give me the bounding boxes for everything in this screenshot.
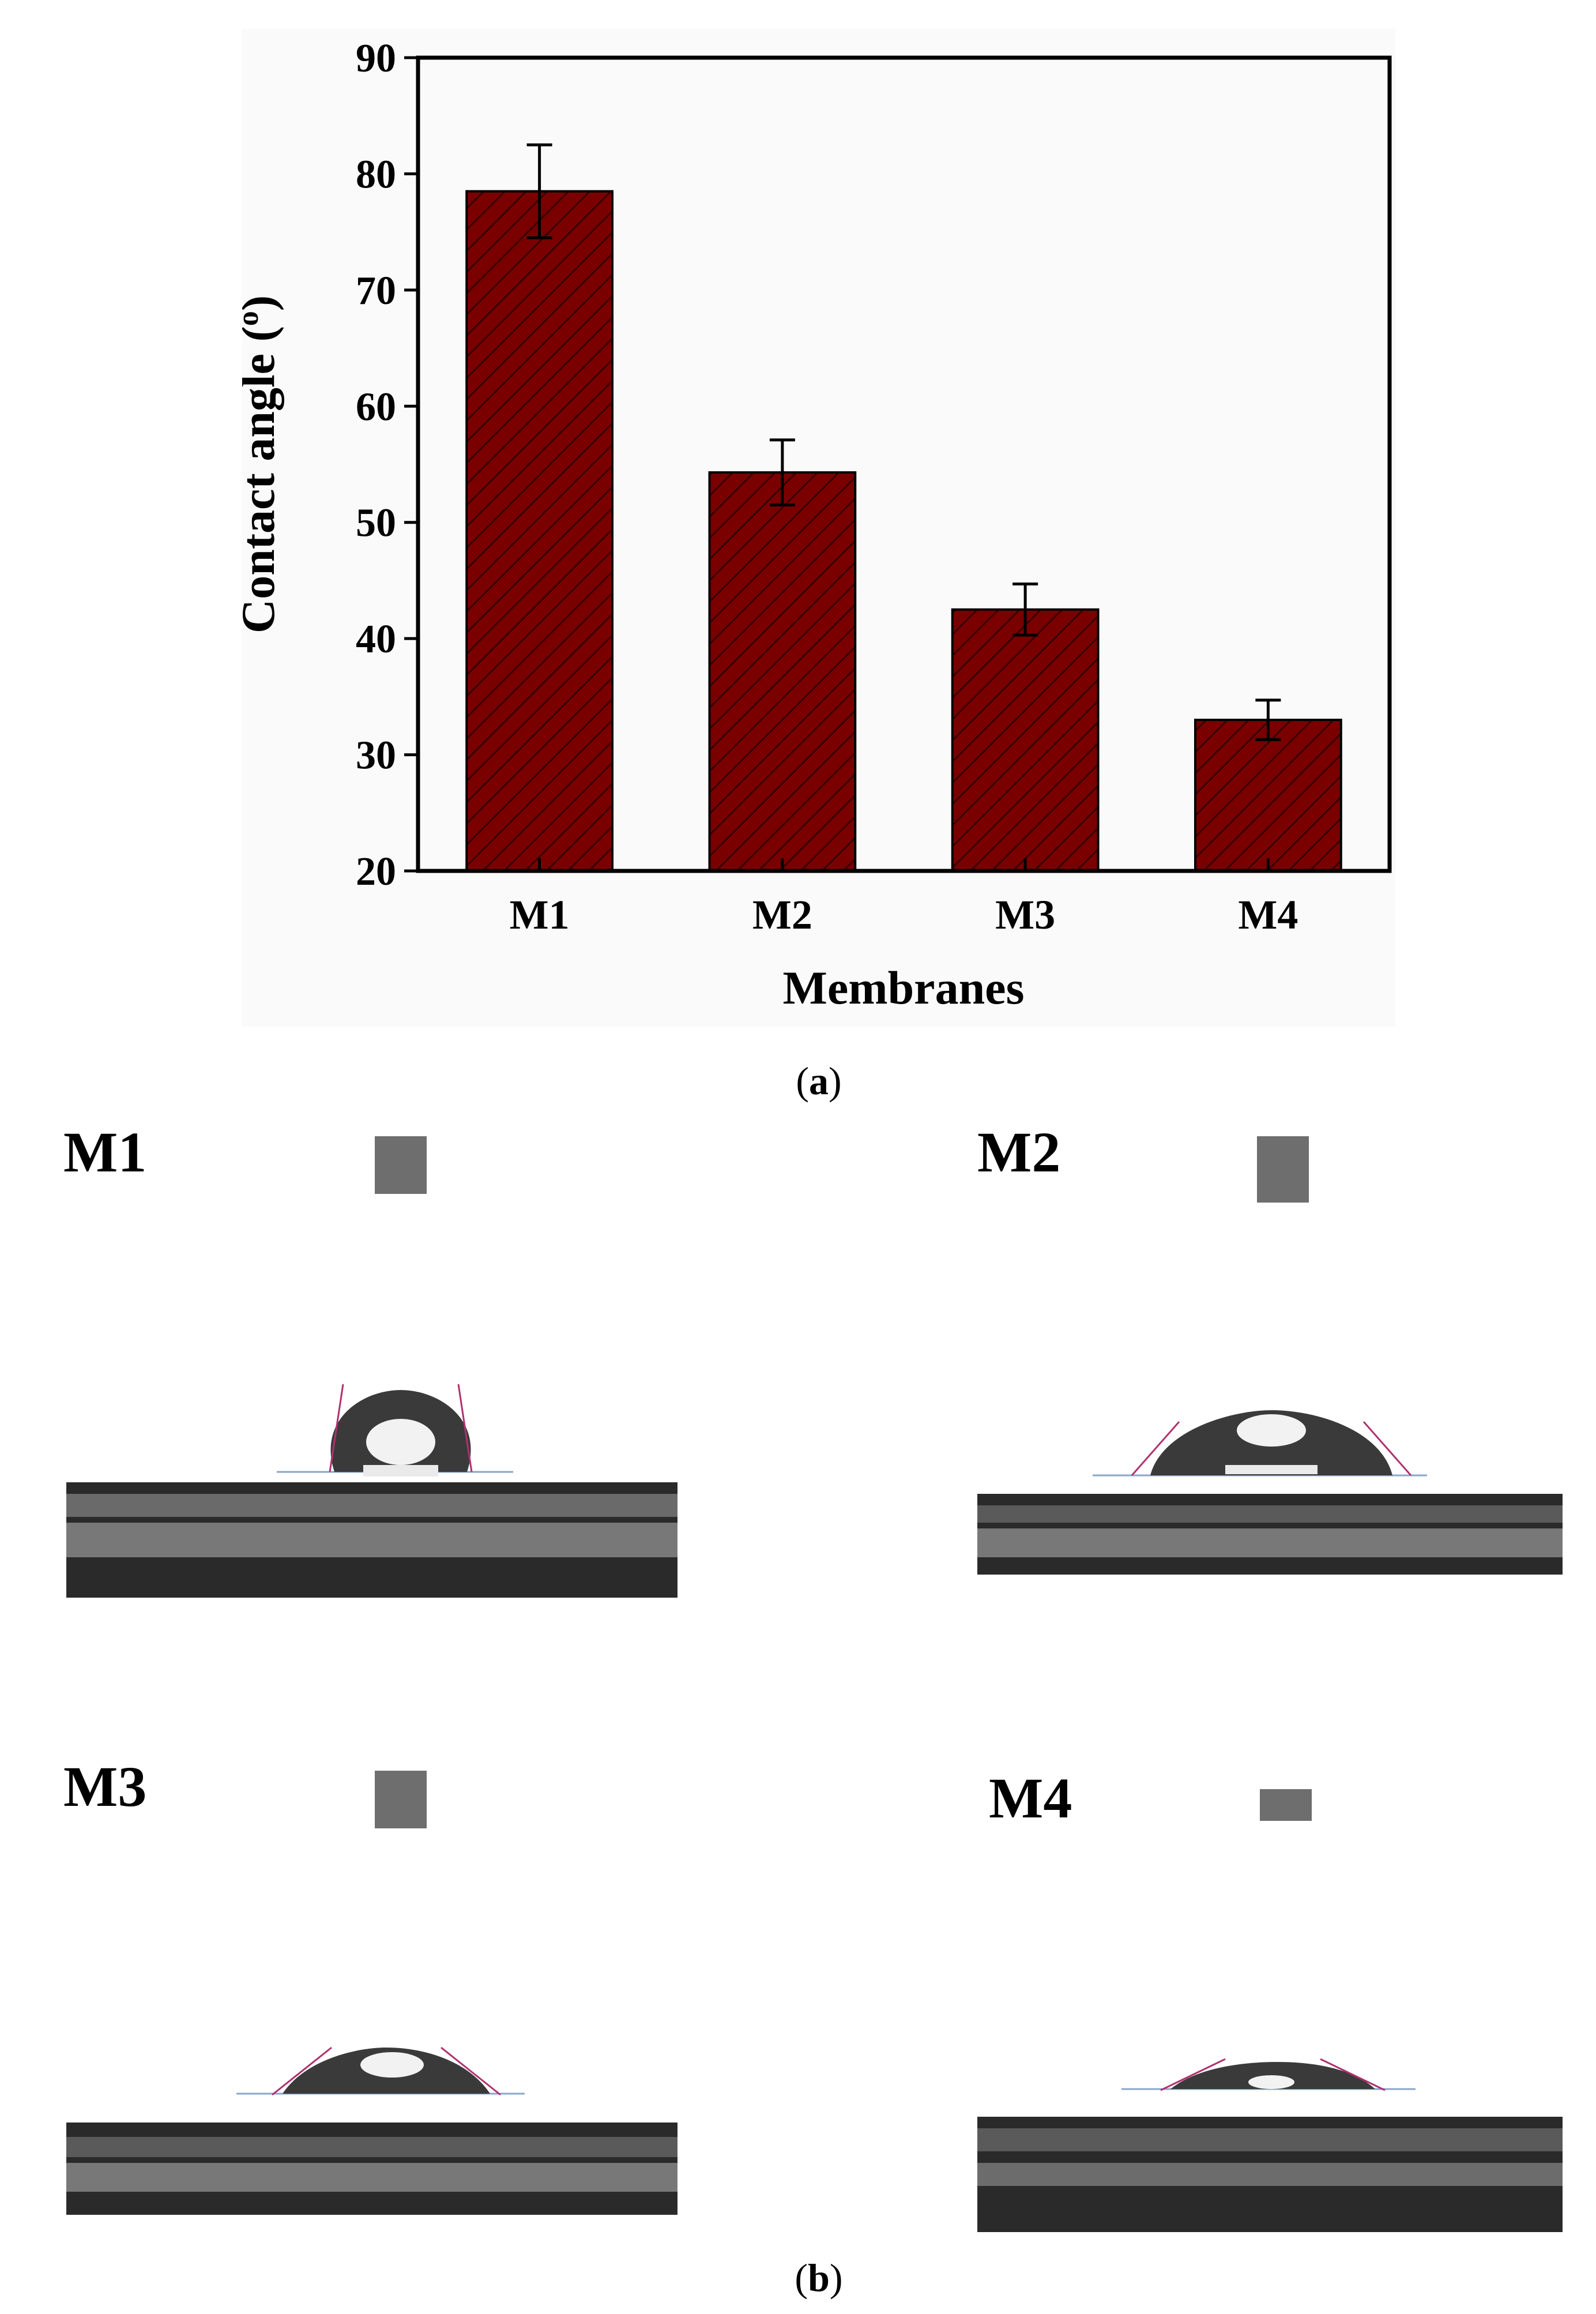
plot-frame bbox=[416, 55, 1392, 873]
caption-b: (b) bbox=[795, 2256, 843, 2300]
x-axis-label: Membranes bbox=[782, 961, 1024, 1014]
syringe-needle bbox=[375, 1771, 427, 1828]
y-axis-label: Contact angle (o) bbox=[242, 295, 284, 633]
y-tick-label-60: 60 bbox=[356, 385, 396, 429]
droplet-photo-m2: M2 bbox=[977, 1119, 1594, 1615]
y-tick-label-50: 50 bbox=[356, 501, 396, 546]
syringe-needle bbox=[1260, 1789, 1312, 1821]
droplet-photo-m1: M1 bbox=[63, 1119, 680, 1615]
y-tick-label-90: 90 bbox=[356, 36, 396, 81]
bar-m4 bbox=[1194, 719, 1342, 872]
droplet-photo-m3: M3 bbox=[63, 1753, 680, 2249]
x-tick-label-m1: M1 bbox=[510, 892, 570, 938]
error-bar-m4 bbox=[1255, 698, 1281, 741]
tangent-line bbox=[329, 1384, 344, 1472]
x-tick-label-m2: M2 bbox=[752, 892, 812, 938]
bar-m1 bbox=[465, 190, 613, 873]
photo-label-m3: M3 bbox=[63, 1755, 147, 1819]
x-tick-label-m4: M4 bbox=[1238, 892, 1298, 938]
tangent-line bbox=[1131, 1421, 1180, 1476]
droplet-photo-m4: M4 bbox=[977, 1753, 1594, 2249]
tangent-line bbox=[1160, 2058, 1226, 2091]
bar-m3 bbox=[951, 608, 1100, 872]
y-tick-label-70: 70 bbox=[356, 269, 396, 313]
x-tick-label-m3: M3 bbox=[995, 892, 1055, 938]
error-bar-m1 bbox=[526, 143, 552, 239]
photo-label-m1: M1 bbox=[63, 1120, 147, 1184]
tangent-line bbox=[272, 2046, 332, 2096]
error-bar-m3 bbox=[1012, 582, 1038, 637]
contact-angle-chart-panel: 20 30 40 50 60 70 80 90 M1 M2 M3 M4 Contact angle … bbox=[242, 29, 1395, 1027]
contact-angle-bar-chart: 20 30 40 50 60 70 80 90 M1 M2 M3 M4 Contact angle … bbox=[242, 36, 1392, 1014]
error-bar-m2 bbox=[769, 438, 795, 506]
y-tick-label-30: 30 bbox=[356, 734, 396, 778]
photo-label-m2: M2 bbox=[977, 1120, 1061, 1184]
caption-a: (a) bbox=[796, 1059, 842, 1103]
syringe-needle bbox=[1257, 1136, 1309, 1203]
syringe-needle bbox=[375, 1136, 427, 1194]
y-tick-label-40: 40 bbox=[356, 617, 396, 662]
bar-m2 bbox=[708, 471, 857, 872]
photo-label-m4: M4 bbox=[989, 1766, 1072, 1830]
y-tick-label-80: 80 bbox=[356, 152, 396, 197]
y-tick-label-20: 20 bbox=[356, 850, 396, 894]
